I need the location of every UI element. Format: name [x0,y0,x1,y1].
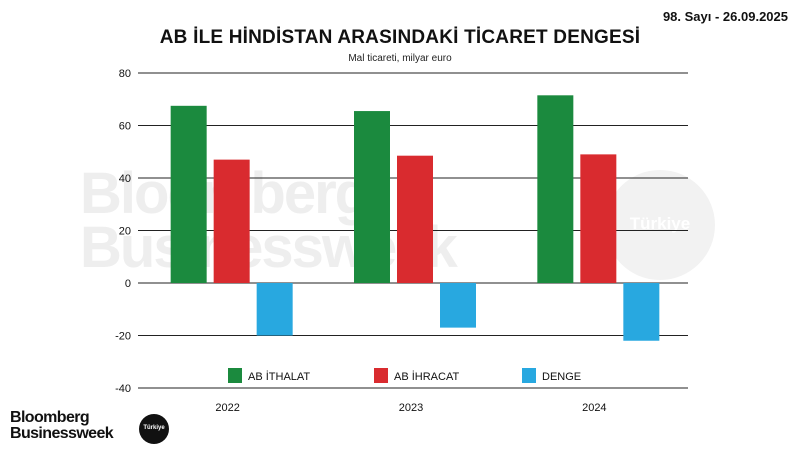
x-category-label: 2024 [582,402,606,414]
bar-2024-3 [623,283,660,341]
y-tick-label: 40 [119,173,131,185]
y-tick-label: 80 [119,68,131,80]
brand-logo: Bloomberg Businessweek Türkiye [10,410,190,446]
issue-label: 98. Sayı - 26.09.2025 [662,9,788,24]
bar-2022-3 [256,283,293,336]
bar-2022-1 [170,105,207,283]
x-category-label: 2022 [215,402,239,414]
legend-label: AB İHRACAT [394,370,459,383]
logo-badge: Türkiye [139,414,169,444]
bar-2024-1 [537,95,574,283]
y-tick-label: 60 [119,121,131,133]
y-tick-label: -40 [115,383,131,395]
bar-2023-1 [354,111,390,283]
chart-title: AB İLE HİNDİSTAN ARASINDAKİ TİCARET DENG… [159,27,641,48]
legend-swatch [374,368,388,383]
bar-2024-2 [580,154,617,283]
logo-line2: Businessweek [10,425,114,442]
legend-label: AB İTHALAT [248,370,310,383]
y-tick-label: 0 [125,278,131,290]
y-tick-label: -20 [115,331,131,343]
logo-badge-text: Türkiye [143,425,165,431]
x-category-label: 2023 [399,402,423,414]
bar-2023-3 [440,283,476,328]
legend-swatch [228,368,242,383]
legend-label: DENGE [542,371,581,383]
chart-subtitle: Mal ticareti, milyar euro [348,53,452,64]
bar-2022-2 [213,159,250,283]
y-tick-label: 20 [119,226,131,238]
logo-line1: Bloomberg [10,409,90,426]
bar-2023-2 [397,155,433,283]
legend-swatch [522,368,536,383]
